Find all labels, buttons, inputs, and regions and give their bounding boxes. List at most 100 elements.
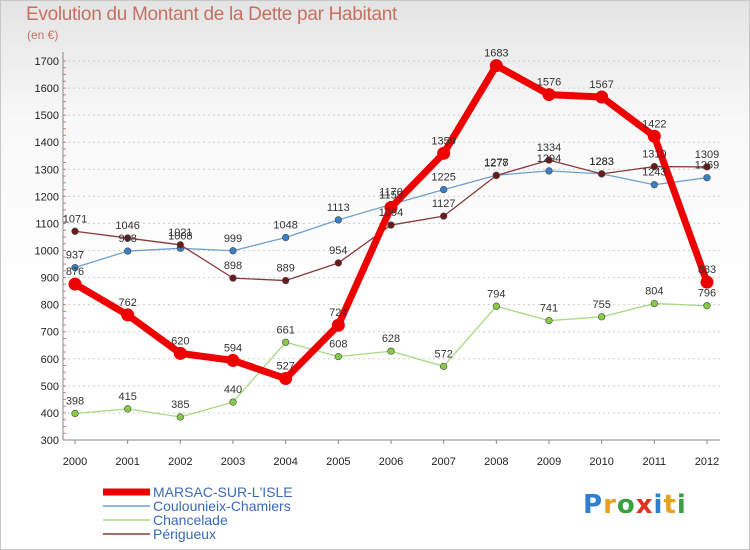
- data-label: 883: [698, 264, 716, 276]
- data-label: 1310: [642, 149, 666, 161]
- data-label: 762: [118, 297, 136, 309]
- x-tick-label: 2006: [379, 456, 403, 468]
- grid: [63, 60, 720, 441]
- y-tick-label: 1600: [35, 83, 59, 95]
- data-point: [598, 170, 606, 178]
- x-tick-label: 2002: [168, 456, 192, 468]
- legend-item: Chancelade: [103, 512, 228, 528]
- series-3: [71, 156, 711, 285]
- data-point: [595, 90, 609, 104]
- data-point: [334, 353, 342, 361]
- data-point: [226, 353, 240, 367]
- data-point: [387, 221, 395, 229]
- data-label: 608: [329, 339, 347, 351]
- data-label: 1094: [379, 207, 403, 219]
- data-label: 954: [329, 245, 347, 257]
- data-point: [387, 347, 395, 355]
- data-point: [545, 167, 553, 175]
- series-line: [74, 302, 708, 418]
- logo-letter: i: [653, 490, 664, 520]
- data-label: 398: [66, 395, 84, 407]
- data-label: 999: [224, 233, 242, 245]
- data-point: [68, 277, 82, 291]
- data-point: [492, 302, 500, 310]
- logo-letter: r: [603, 490, 617, 520]
- data-label: 1283: [589, 156, 613, 168]
- series-line: [74, 170, 708, 269]
- data-point: [229, 247, 237, 255]
- data-label: 620: [171, 335, 189, 347]
- x-tick-label: 2010: [589, 456, 613, 468]
- data-point: [437, 146, 451, 160]
- series-line: [74, 159, 708, 282]
- logo-letter: o: [616, 490, 636, 520]
- data-point: [229, 398, 237, 406]
- data-label: 1159: [379, 189, 403, 201]
- data-point: [703, 302, 711, 310]
- data-point: [492, 171, 500, 180]
- legend-item: Périgueux: [103, 526, 216, 542]
- data-point: [282, 233, 290, 242]
- legend: MARSAC-SUR-L'ISLECoulounieix-ChamiersCha…: [103, 484, 293, 542]
- x-tick-label: 2000: [63, 456, 87, 468]
- data-point: [489, 59, 503, 73]
- data-point: [282, 276, 290, 285]
- data-point: [334, 216, 342, 224]
- data-label: 937: [66, 250, 84, 262]
- data-point: [703, 174, 711, 182]
- data-point: [124, 405, 132, 413]
- y-tick-label: 900: [41, 273, 59, 285]
- x-tick-label: 2007: [431, 456, 455, 468]
- data-label: 724: [329, 307, 347, 319]
- data-point: [545, 156, 553, 164]
- x-tick-label: 2008: [484, 456, 508, 468]
- data-point: [440, 185, 448, 194]
- data-label: 755: [592, 299, 610, 311]
- legend-item: MARSAC-SUR-L'ISLE: [103, 484, 293, 500]
- data-point: [440, 212, 448, 220]
- data-label: 594: [224, 342, 242, 354]
- data-point: [176, 241, 184, 249]
- data-point: [71, 263, 79, 272]
- y-tick-label: 700: [41, 327, 59, 339]
- data-label: 1576: [537, 77, 561, 89]
- data-label: 1113: [327, 202, 350, 214]
- y-tick-label: 1300: [35, 164, 59, 176]
- x-tick-label: 2003: [221, 456, 245, 468]
- data-label: 1243: [642, 167, 666, 179]
- data-label: 1170: [379, 186, 403, 198]
- series-4: [68, 59, 714, 386]
- data-label: 876: [66, 266, 84, 278]
- data-label: 628: [382, 333, 400, 345]
- y-tick-label: 1100: [35, 218, 59, 230]
- data-point: [440, 362, 448, 370]
- y-tick-label: 500: [41, 381, 59, 393]
- data-point: [334, 259, 342, 267]
- data-point: [176, 413, 184, 421]
- legend-label: Chancelade: [153, 512, 228, 528]
- logo-letter: P: [583, 490, 604, 520]
- data-label: 440: [224, 384, 242, 396]
- data-label: 1334: [537, 142, 561, 154]
- y-tick-label: 1200: [35, 191, 59, 203]
- data-point: [173, 346, 187, 360]
- data-label: 1294: [537, 153, 561, 165]
- y-tick-label: 800: [41, 300, 59, 312]
- legend-item: Coulounieix-Chamiers: [103, 498, 291, 514]
- logo-letter: t: [663, 490, 677, 520]
- y-tick-label: 1500: [35, 110, 59, 122]
- series-lines: [68, 59, 714, 421]
- data-point: [384, 200, 398, 214]
- x-tick-label: 2004: [273, 456, 297, 468]
- data-label: 998: [118, 233, 136, 245]
- data-label: 1008: [168, 230, 192, 242]
- data-point: [650, 181, 658, 189]
- data-label: 889: [276, 263, 294, 275]
- series-2: [71, 299, 711, 421]
- legend-label: Coulounieix-Chamiers: [153, 498, 291, 514]
- data-label: 527: [276, 361, 294, 373]
- data-point: [331, 318, 345, 332]
- data-label: 804: [645, 286, 663, 298]
- data-label: 1071: [63, 213, 87, 225]
- x-tick-label: 2005: [326, 456, 350, 468]
